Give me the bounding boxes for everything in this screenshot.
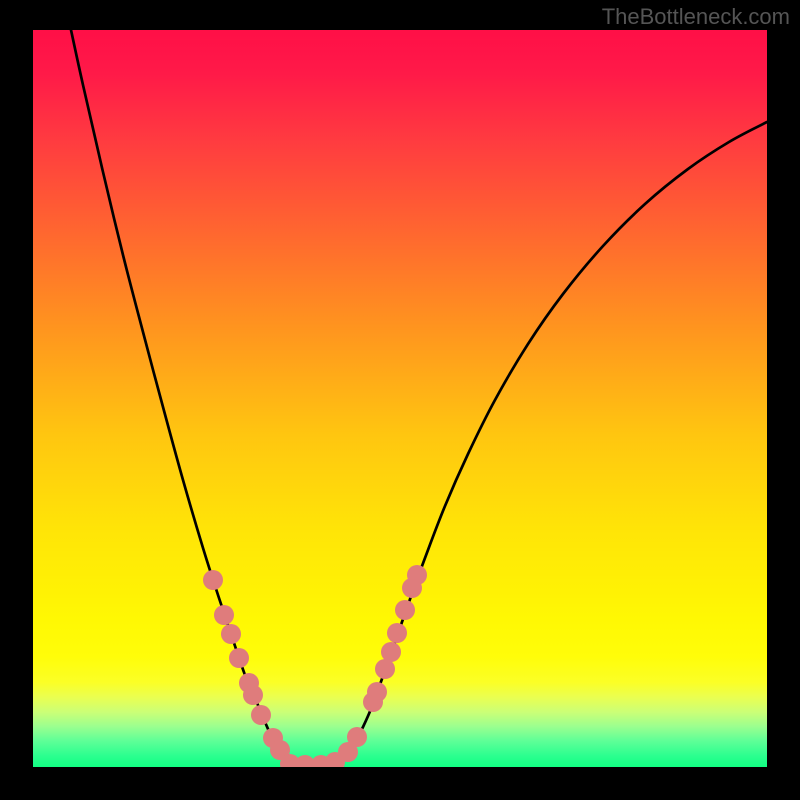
data-marker	[251, 705, 271, 725]
data-marker	[375, 659, 395, 679]
watermark-text: TheBottleneck.com	[602, 4, 790, 30]
data-marker	[395, 600, 415, 620]
gradient-background	[33, 30, 767, 767]
data-marker	[347, 727, 367, 747]
data-marker	[203, 570, 223, 590]
data-marker	[214, 605, 234, 625]
data-marker	[367, 682, 387, 702]
chart-svg	[33, 30, 767, 767]
data-marker	[221, 624, 241, 644]
chart-frame: TheBottleneck.com	[0, 0, 800, 800]
plot-area	[33, 30, 767, 767]
data-marker	[381, 642, 401, 662]
data-marker	[387, 623, 407, 643]
data-marker	[229, 648, 249, 668]
data-marker	[243, 685, 263, 705]
data-marker	[407, 565, 427, 585]
